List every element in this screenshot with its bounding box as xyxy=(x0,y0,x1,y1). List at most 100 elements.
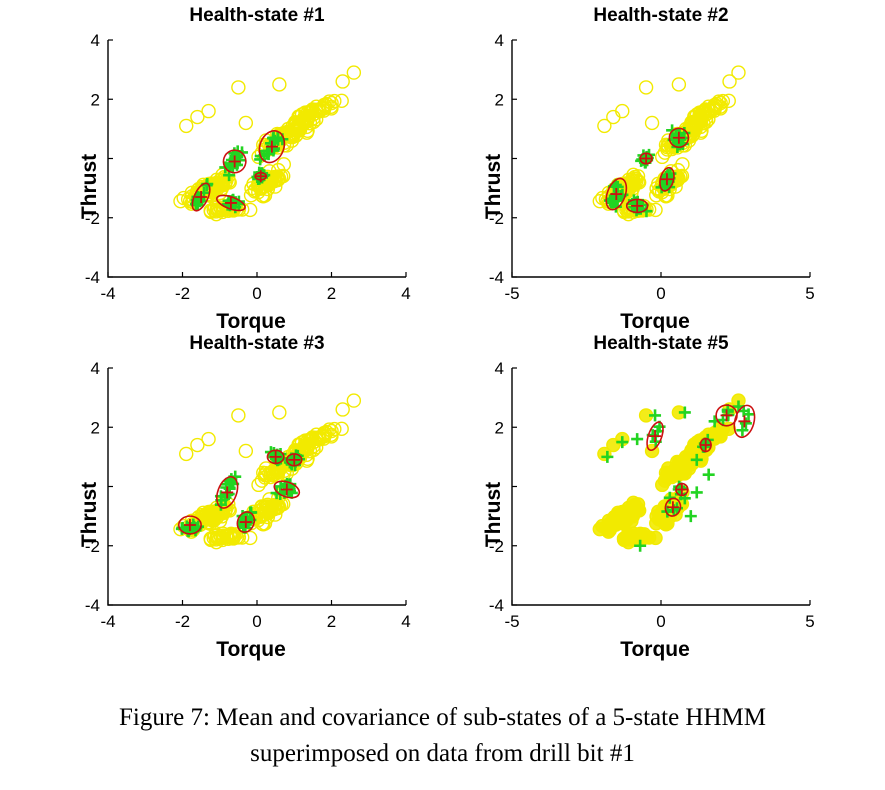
data-point xyxy=(297,113,312,128)
x-tick-label: -5 xyxy=(504,284,519,303)
data-point xyxy=(243,188,259,203)
substate-point xyxy=(736,424,749,437)
substate-mean-marker xyxy=(699,439,712,452)
substate-point xyxy=(649,409,662,422)
data-point xyxy=(334,421,349,437)
subplot-title: Health-state #3 xyxy=(189,333,324,354)
x-tick-label: -4 xyxy=(100,284,115,303)
data-point xyxy=(644,115,660,131)
x-tick-label: 0 xyxy=(656,612,665,631)
caption-line-1: Figure 7: Mean and covariance of sub-sta… xyxy=(118,704,767,731)
y-tick-label: -4 xyxy=(489,268,504,287)
data-point xyxy=(334,93,349,109)
data-point xyxy=(229,530,244,545)
substate-point xyxy=(739,417,752,430)
substate-point xyxy=(634,539,647,552)
data-point xyxy=(317,99,333,114)
substate-mean-marker xyxy=(610,188,623,201)
data-point xyxy=(190,437,205,453)
substate-mean-marker xyxy=(666,501,679,514)
data-point xyxy=(335,402,350,417)
data-point xyxy=(196,508,212,524)
substate-mean-marker xyxy=(672,131,685,144)
plot-area xyxy=(592,65,746,222)
data-point xyxy=(305,104,320,120)
data-point xyxy=(227,528,242,544)
substate-point xyxy=(721,403,734,416)
data-point xyxy=(219,529,234,544)
substate-point xyxy=(222,488,235,501)
data-point xyxy=(267,169,283,185)
data-point xyxy=(231,80,246,95)
y-tick-label: 2 xyxy=(91,90,100,109)
data-point xyxy=(179,446,194,462)
substate-mean-marker xyxy=(269,450,282,463)
substate-mean-marker xyxy=(265,140,278,153)
x-tick-label: 5 xyxy=(805,612,814,631)
substate-point xyxy=(631,433,644,446)
substate-mean-marker xyxy=(280,483,293,496)
covariance-ellipse xyxy=(664,497,682,517)
data-point xyxy=(270,172,286,188)
substate-point xyxy=(670,130,683,143)
substate-point xyxy=(667,504,680,517)
x-tick-label: 2 xyxy=(327,284,336,303)
data-point xyxy=(691,113,706,128)
substate-mean-marker xyxy=(183,519,196,532)
data-point xyxy=(215,526,231,541)
data-point xyxy=(346,65,362,80)
data-point xyxy=(655,149,670,165)
x-axis-label: Torque xyxy=(216,310,286,333)
y-tick-label: 4 xyxy=(91,359,100,378)
plot-area xyxy=(173,65,362,222)
data-point xyxy=(711,94,727,109)
data-point xyxy=(201,504,217,520)
data-point xyxy=(201,103,216,119)
subplot-health-state-2: -5 0 5 -4 -2 2 4 Health-state #2 Torque Thrust xyxy=(482,5,815,333)
covariance-ellipse xyxy=(258,130,286,164)
data-point xyxy=(257,516,273,531)
y-tick-label: -2 xyxy=(85,537,100,556)
y-axis-label: Thrust xyxy=(482,482,505,547)
substate-point xyxy=(678,406,691,419)
data-point xyxy=(675,463,691,479)
substate-point xyxy=(220,481,233,494)
data-point xyxy=(207,200,222,215)
data-point xyxy=(297,441,312,456)
subplot-health-state-5: -5 0 5 -4 -2 2 4 Health-state #5 Torque Thrust xyxy=(482,333,815,661)
substate-point xyxy=(214,498,227,511)
data-point xyxy=(251,477,266,493)
x-tick-label: 2 xyxy=(327,612,336,631)
substate-point xyxy=(270,487,283,500)
x-axis-label: Torque xyxy=(620,638,690,661)
covariance-ellipse xyxy=(659,166,675,192)
x-tick-label: -2 xyxy=(175,612,190,631)
covariance-ellipse xyxy=(191,182,211,212)
substate-mean-marker xyxy=(738,415,751,428)
data-point xyxy=(324,101,339,116)
data-point xyxy=(655,477,670,493)
x-tick-label: -5 xyxy=(504,612,519,631)
data-point xyxy=(238,115,254,131)
substate-mean-marker xyxy=(288,453,301,466)
data-point xyxy=(606,109,621,125)
covariance-ellipse xyxy=(216,475,239,509)
data-point xyxy=(597,118,612,134)
substate-point xyxy=(616,436,629,449)
substate-mean-marker xyxy=(254,170,267,183)
y-tick-label: -4 xyxy=(85,268,100,287)
subplot-title: Health-state #5 xyxy=(593,333,729,354)
x-axis-label: Torque xyxy=(620,310,690,333)
x-tick-label: 5 xyxy=(805,284,814,303)
data-point xyxy=(270,500,286,516)
substate-mean-marker xyxy=(660,173,673,186)
x-tick-label: -2 xyxy=(175,284,190,303)
figure-panel-grid: -4 -2 0 2 4 -4 -2 2 4 Health-state #1 Torque Thrust… xyxy=(78,5,815,661)
data-point xyxy=(190,109,205,125)
covariance-ellipse xyxy=(215,194,246,212)
substate-point xyxy=(702,468,715,481)
substate-point xyxy=(606,196,619,209)
caption-line-2: superimposed on data from drill bit #1 xyxy=(250,740,635,767)
subplot-title: Health-state #2 xyxy=(593,5,728,26)
y-tick-label: 2 xyxy=(91,418,100,437)
